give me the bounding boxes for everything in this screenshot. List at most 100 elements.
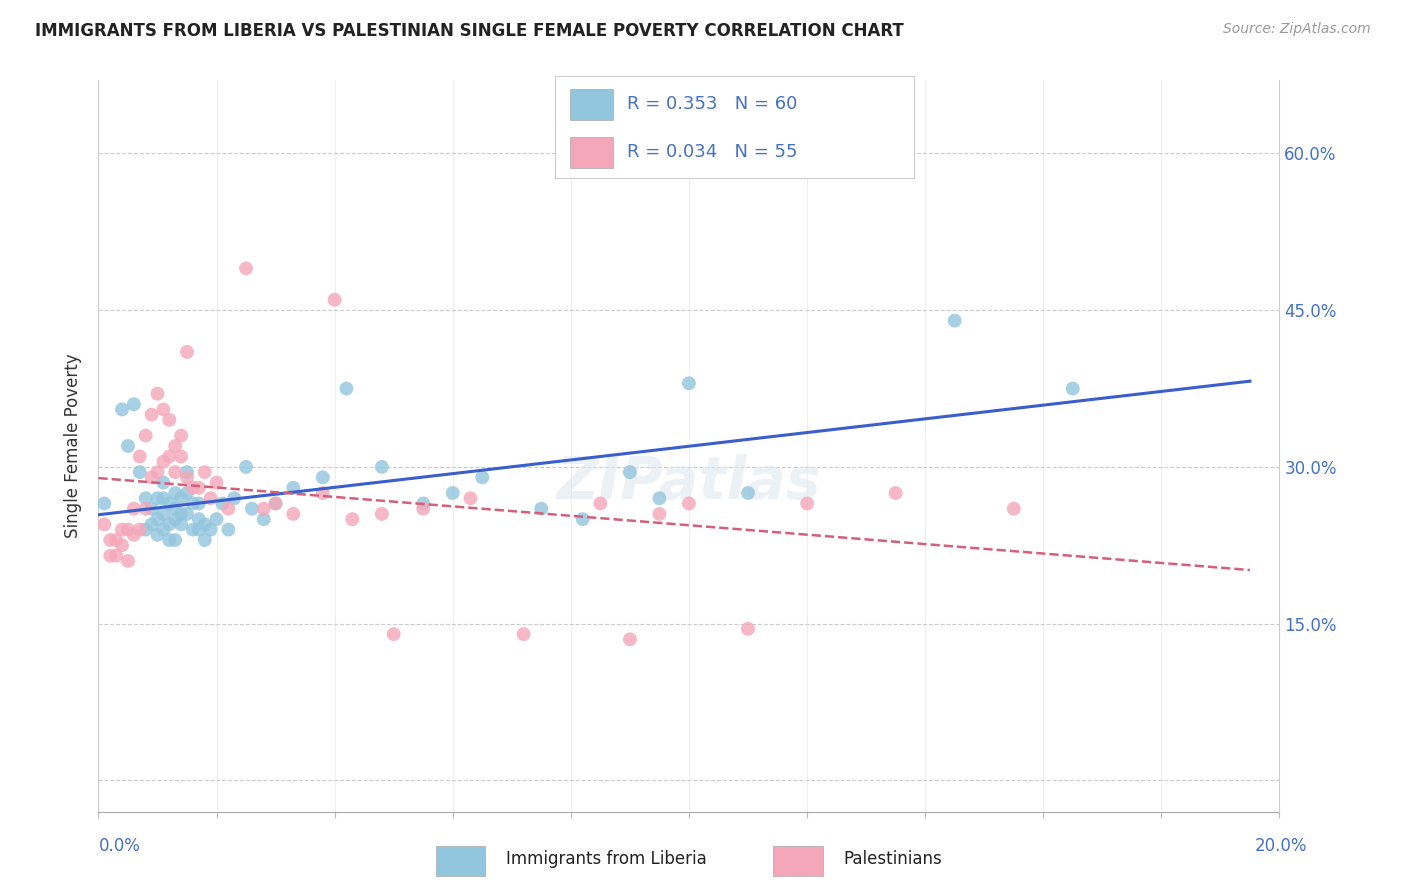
Point	[135, 491, 157, 506]
Point	[187, 481, 209, 495]
Point	[146, 528, 169, 542]
Point	[176, 486, 198, 500]
Point	[240, 501, 263, 516]
Point	[253, 512, 276, 526]
Point	[796, 496, 818, 510]
Point	[1062, 382, 1084, 396]
Point	[146, 512, 169, 526]
Point	[323, 293, 346, 307]
Point	[512, 627, 534, 641]
FancyBboxPatch shape	[569, 89, 613, 120]
Point	[211, 496, 233, 510]
Point	[170, 517, 193, 532]
Point	[111, 402, 134, 417]
Text: R = 0.353   N = 60: R = 0.353 N = 60	[627, 95, 797, 112]
Point	[122, 528, 145, 542]
Point	[205, 512, 228, 526]
Point	[460, 491, 482, 506]
Point	[146, 491, 169, 506]
Point	[235, 459, 257, 474]
Point	[152, 455, 174, 469]
Point	[176, 465, 198, 479]
Point	[737, 622, 759, 636]
Point	[412, 501, 434, 516]
Point	[181, 481, 204, 495]
Point	[165, 486, 187, 500]
Point	[170, 428, 193, 442]
Point	[678, 376, 700, 391]
Point	[371, 507, 394, 521]
Point	[135, 428, 157, 442]
Point	[648, 507, 671, 521]
Point	[181, 523, 204, 537]
Point	[224, 491, 246, 506]
FancyBboxPatch shape	[773, 847, 823, 876]
Point	[165, 533, 187, 547]
Point	[194, 465, 217, 479]
Point	[157, 517, 180, 532]
Point	[105, 549, 128, 563]
Point	[205, 475, 228, 490]
Point	[176, 470, 198, 484]
Point	[111, 523, 134, 537]
Point	[170, 507, 193, 521]
Point	[200, 491, 222, 506]
Point	[619, 632, 641, 647]
Text: ZIPatlas: ZIPatlas	[557, 454, 821, 511]
Point	[737, 486, 759, 500]
Point	[98, 549, 121, 563]
Point	[141, 501, 163, 516]
Point	[678, 496, 700, 510]
Point	[122, 397, 145, 411]
Point	[117, 523, 139, 537]
Point	[152, 475, 174, 490]
Point	[264, 496, 287, 510]
Point	[943, 313, 966, 327]
Point	[589, 496, 612, 510]
Point	[157, 450, 180, 464]
Point	[93, 496, 115, 510]
Text: IMMIGRANTS FROM LIBERIA VS PALESTINIAN SINGLE FEMALE POVERTY CORRELATION CHART: IMMIGRANTS FROM LIBERIA VS PALESTINIAN S…	[35, 22, 904, 40]
Point	[619, 465, 641, 479]
Point	[146, 465, 169, 479]
Point	[1002, 501, 1025, 516]
Point	[412, 496, 434, 510]
Point	[335, 382, 357, 396]
Point	[176, 507, 198, 521]
Point	[128, 465, 150, 479]
Point	[146, 386, 169, 401]
Point	[105, 533, 128, 547]
Point	[152, 523, 174, 537]
Point	[157, 413, 180, 427]
Point	[128, 523, 150, 537]
Point	[371, 459, 394, 474]
Point	[141, 517, 163, 532]
Text: Immigrants from Liberia: Immigrants from Liberia	[506, 849, 707, 868]
Text: 20.0%: 20.0%	[1256, 837, 1308, 855]
Point	[187, 496, 209, 510]
Point	[217, 523, 239, 537]
Point	[141, 470, 163, 484]
Point	[117, 554, 139, 568]
Point	[187, 512, 209, 526]
Point	[194, 517, 217, 532]
Text: Palestinians: Palestinians	[844, 849, 942, 868]
Point	[253, 501, 276, 516]
Point	[235, 261, 257, 276]
Point	[152, 402, 174, 417]
Point	[312, 486, 335, 500]
Point	[170, 491, 193, 506]
Point	[111, 538, 134, 552]
Point	[530, 501, 553, 516]
Point	[152, 491, 174, 506]
Point	[152, 507, 174, 521]
Point	[884, 486, 907, 500]
Point	[141, 408, 163, 422]
Point	[165, 465, 187, 479]
Point	[217, 501, 239, 516]
Text: 0.0%: 0.0%	[98, 837, 141, 855]
Point	[264, 496, 287, 510]
Point	[165, 501, 187, 516]
FancyBboxPatch shape	[436, 847, 485, 876]
Point	[93, 517, 115, 532]
